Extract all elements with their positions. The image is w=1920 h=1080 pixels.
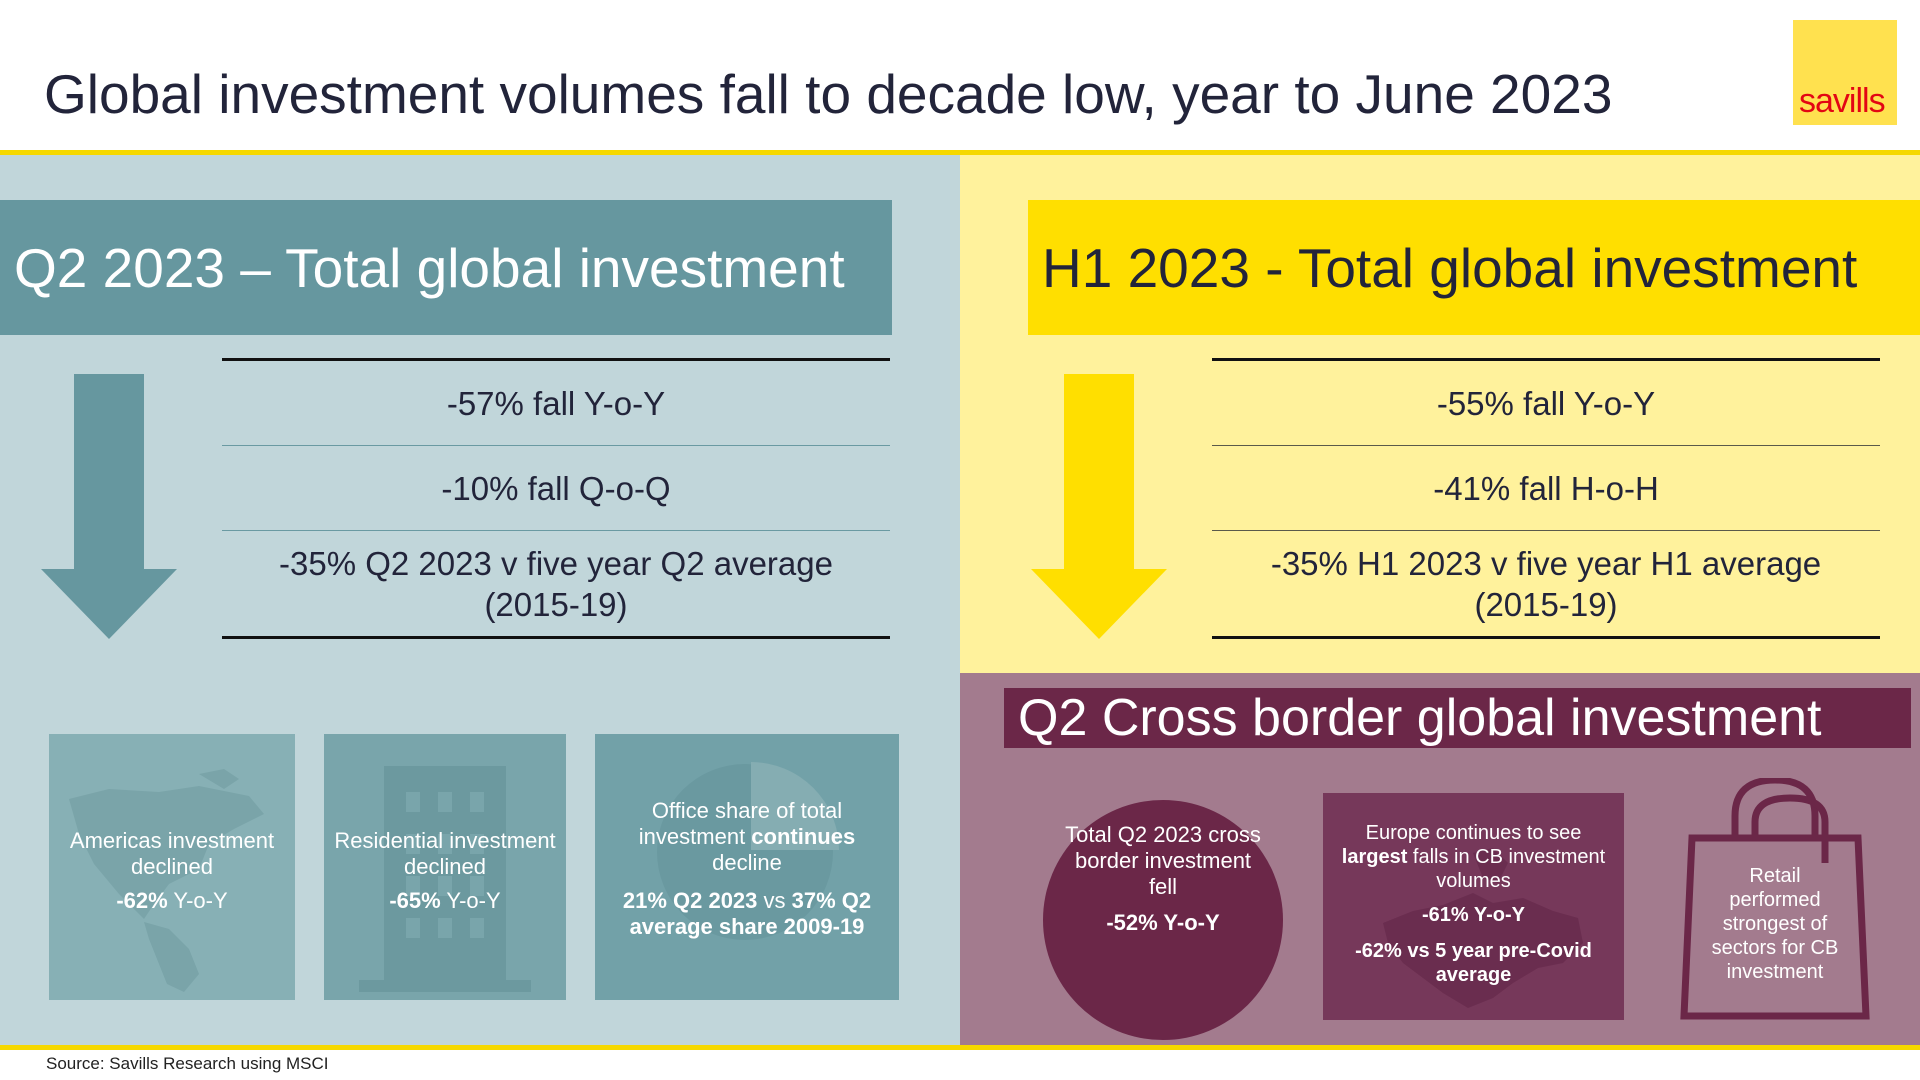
down-arrow-icon (1031, 374, 1167, 639)
europe-tile: Europe continues to see largest falls in… (1323, 793, 1624, 1020)
office-label: Office share of total investment continu… (638, 798, 856, 875)
bottom-divider (0, 1045, 1920, 1050)
down-arrow-icon (41, 374, 177, 639)
h1-stat-five-year: -35% H1 2023 v five year H1 average (2015… (1270, 544, 1822, 623)
logo-text: savills (1799, 82, 1886, 120)
residential-tile: Residential investment declined -65% Y-o… (324, 734, 566, 1000)
h1-stat-yoy: -55% fall Y-o-Y (1436, 384, 1656, 422)
shopping-bag-icon (1680, 778, 1870, 1020)
q2-stat-yoy: -57% fall Y-o-Y (446, 384, 666, 422)
americas-pct: -62% Y-o-Y (116, 888, 228, 913)
cross-border-banner: Q2 Cross border global investment (1004, 688, 1911, 748)
top-divider (0, 150, 1920, 155)
office-share: 21% Q2 2023 vs 37% Q2 average share 2009… (622, 888, 872, 939)
q2-banner: Q2 2023 – Total global investment (0, 200, 892, 335)
europe-map-icon (1383, 848, 1583, 1008)
europe-text: Europe continues to see largest falls in… (1341, 822, 1606, 986)
pie-chart-icon (657, 762, 839, 940)
q2-stats: -57% fall Y-o-Y -10% fall Q-o-Q -35% Q2 … (222, 358, 890, 639)
savills-logo: savills (1793, 20, 1897, 125)
q2-stat-five-year: -35% Q2 2023 v five year Q2 average (2015… (279, 544, 833, 623)
h1-banner: H1 2023 - Total global investment (1028, 200, 1920, 335)
h1-stats: -55% fall Y-o-Y -41% fall H-o-H -35% H1 … (1212, 358, 1880, 639)
cross-border-total-text: Total Q2 2023 cross border investment fe… (1065, 822, 1261, 935)
cross-border-total-circle: Total Q2 2023 cross border investment fe… (1043, 800, 1283, 1040)
page-title: Global investment volumes fall to decade… (44, 63, 1613, 125)
residential-pct: -65% Y-o-Y (389, 888, 501, 913)
office-tile: Office share of total investment continu… (595, 734, 899, 1000)
q2-stat-qoq: -10% fall Q-o-Q (441, 469, 671, 507)
retail-text: Retail performed strongest of sectors fo… (1711, 865, 1839, 983)
retail-tile: Retail performed strongest of sectors fo… (1680, 778, 1870, 1028)
americas-label: Americas investment declined (69, 828, 275, 879)
americas-tile: Americas investment declined -62% Y-o-Y (49, 734, 295, 1000)
residential-label: Residential investment declined (334, 828, 556, 879)
h1-stat-hoh: -41% fall H-o-H (1433, 469, 1659, 507)
source-note: Source: Savills Research using MSCI (46, 1054, 329, 1073)
americas-map-icon (69, 769, 264, 992)
building-icon (359, 766, 531, 992)
